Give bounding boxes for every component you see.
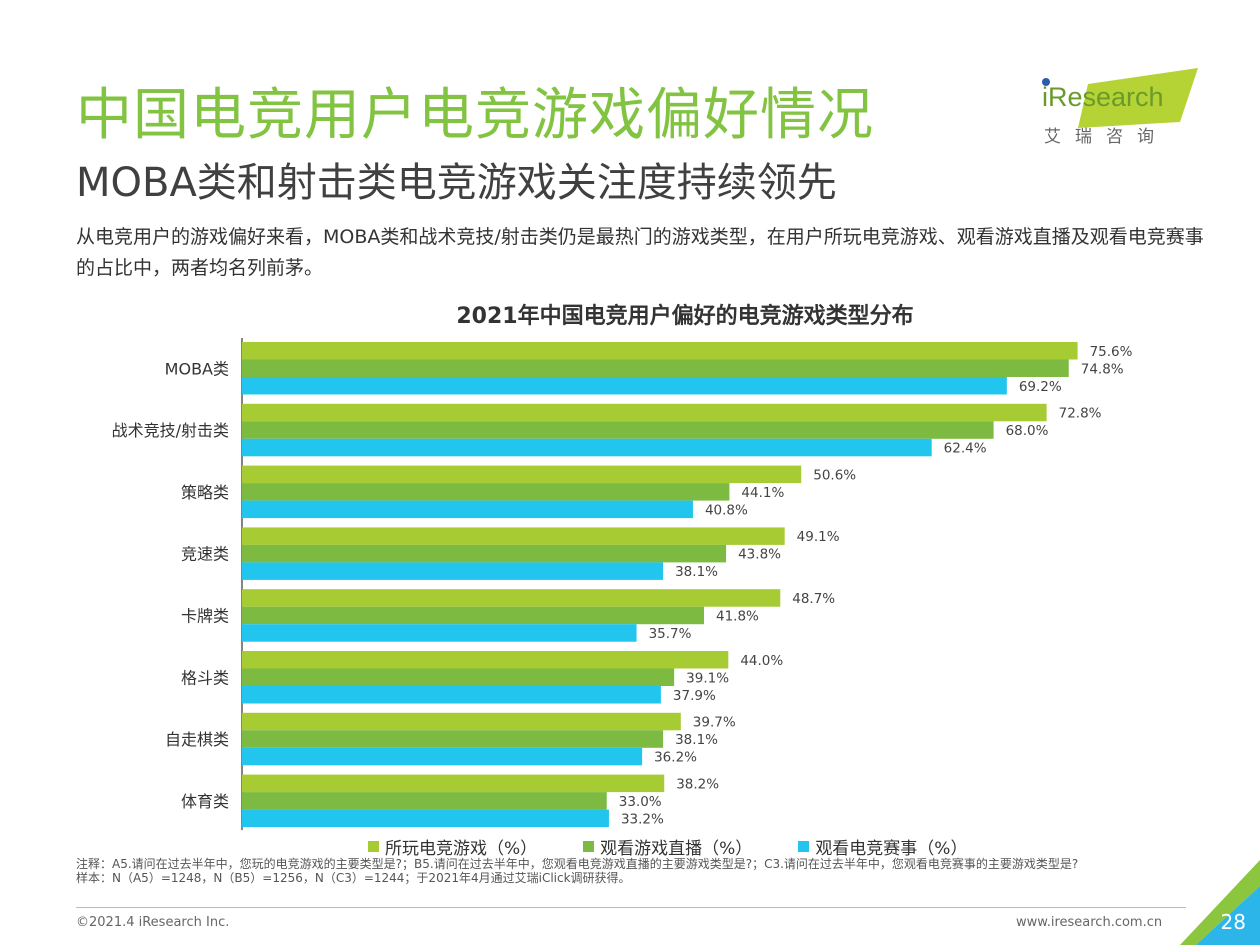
bar xyxy=(242,747,643,766)
data-label: 36.2% xyxy=(654,750,697,766)
legend-swatch-play xyxy=(368,841,379,852)
bar xyxy=(242,624,637,642)
bar xyxy=(242,465,802,484)
chart-title: 2021年中国电竞用户偏好的电竞游戏类型分布 xyxy=(456,304,914,329)
data-label: 44.0% xyxy=(740,653,783,669)
bar xyxy=(242,651,729,669)
bar xyxy=(242,668,675,686)
bar xyxy=(242,774,665,793)
website-text: www.iresearch.com.cn xyxy=(1016,915,1163,930)
bar xyxy=(242,730,664,748)
legend-item-play: 所玩电竞游戏（%） xyxy=(368,834,537,859)
data-label: 49.1% xyxy=(797,529,840,545)
category-label: 自走棋类 xyxy=(165,730,229,749)
category-label: 竞速类 xyxy=(181,545,229,564)
data-label: 44.1% xyxy=(741,485,784,501)
corner-green-stripe xyxy=(1180,860,1260,945)
logo-dot xyxy=(1042,78,1050,86)
category-label: 格斗类 xyxy=(181,668,229,687)
category-label: MOBA类 xyxy=(165,359,229,378)
bar xyxy=(242,792,607,810)
logo-chinese-name: 艾瑞咨询 xyxy=(1044,127,1168,147)
page-title: 中国电竞用户电竞游戏偏好情况 xyxy=(76,83,874,148)
bar xyxy=(242,500,693,519)
legend-label-stream: 观看游戏直播（%） xyxy=(600,839,753,859)
category-label: 体育类 xyxy=(181,792,229,811)
category-label: 策略类 xyxy=(181,483,229,502)
summary-text: 从电竞用户的游戏偏好来看，MOBA类和战术竞技/射击类仍是最热门的游戏类型，在用… xyxy=(76,226,1204,279)
data-label: 72.8% xyxy=(1059,406,1102,422)
legend-item-event: 观看电竞赛事（%） xyxy=(798,834,967,859)
legend-item-stream: 观看游戏直播（%） xyxy=(583,834,752,859)
corner-decoration xyxy=(1180,860,1260,945)
legend-label-event: 观看电竞赛事（%） xyxy=(815,839,968,859)
sample-text: 样本：N（A5）=1248，N（B5）=1256，N（C3）=1244；于202… xyxy=(76,871,631,885)
copyright-text: ©2021.4 iResearch Inc. xyxy=(76,915,230,930)
bar xyxy=(242,342,1078,360)
page-number: 28 xyxy=(1220,910,1246,934)
legend-label-play: 所玩电竞游戏（%） xyxy=(385,839,538,859)
iresearch-logo: iResearch xyxy=(1042,68,1198,128)
bar xyxy=(242,438,932,457)
data-label: 68.0% xyxy=(1006,423,1049,439)
bar xyxy=(242,562,664,580)
bar xyxy=(242,359,1069,377)
footnotes: 注释：A5.请问在过去半年中，您玩的电竞游戏的主要类型是?；B5.请问在过去半年… xyxy=(76,857,1186,885)
data-label: 38.1% xyxy=(675,732,718,748)
data-label: 33.0% xyxy=(619,794,662,810)
corner-blue-triangle xyxy=(1196,886,1260,945)
bar xyxy=(242,483,730,501)
bar xyxy=(242,421,994,439)
bar xyxy=(242,544,727,563)
legend-swatch-event xyxy=(798,841,810,852)
data-label: 37.9% xyxy=(673,688,716,704)
bar xyxy=(242,589,781,607)
bar xyxy=(242,403,1047,422)
category-label: 卡牌类 xyxy=(181,606,229,625)
page-subtitle: MOBA类和射击类电竞游戏关注度持续领先 xyxy=(76,160,837,206)
data-label: 75.6% xyxy=(1090,344,1133,360)
footer-divider xyxy=(76,907,1186,908)
bar xyxy=(242,809,609,828)
category-label: 战术竞技/射击类 xyxy=(112,421,229,440)
legend-swatch-stream xyxy=(583,841,595,852)
data-label: 33.2% xyxy=(621,811,664,827)
data-label: 50.6% xyxy=(813,467,856,483)
data-label: 43.8% xyxy=(738,547,781,563)
data-label: 62.4% xyxy=(944,441,987,457)
bar-chart: MOBA类 75.6%74.8% 69.2% 战术竞技/射击类 72.8% 68.0% 62… xyxy=(112,338,1133,830)
bar xyxy=(242,606,704,625)
data-label: 41.8% xyxy=(716,608,759,624)
data-label: 35.7% xyxy=(649,626,692,642)
data-label: 38.2% xyxy=(676,776,719,792)
logo-background-shape xyxy=(1078,68,1198,128)
bar xyxy=(242,527,785,545)
data-label: 74.8% xyxy=(1081,361,1124,377)
data-label: 48.7% xyxy=(792,591,835,607)
logo-text: iResearch xyxy=(1042,82,1164,112)
data-label: 38.1% xyxy=(675,564,718,580)
data-label: 39.7% xyxy=(693,715,736,731)
data-label: 39.1% xyxy=(686,670,729,686)
data-label: 40.8% xyxy=(705,502,748,518)
chart-legend: 所玩电竞游戏（%） 观看游戏直播（%） 观看电竞赛事（%） xyxy=(368,834,967,859)
bar xyxy=(242,377,1007,395)
bar xyxy=(242,712,681,731)
note-text: 注释：A5.请问在过去半年中，您玩的电竞游戏的主要类型是?；B5.请问在过去半年… xyxy=(76,857,1079,871)
bar xyxy=(242,686,661,704)
data-label: 69.2% xyxy=(1019,379,1062,395)
